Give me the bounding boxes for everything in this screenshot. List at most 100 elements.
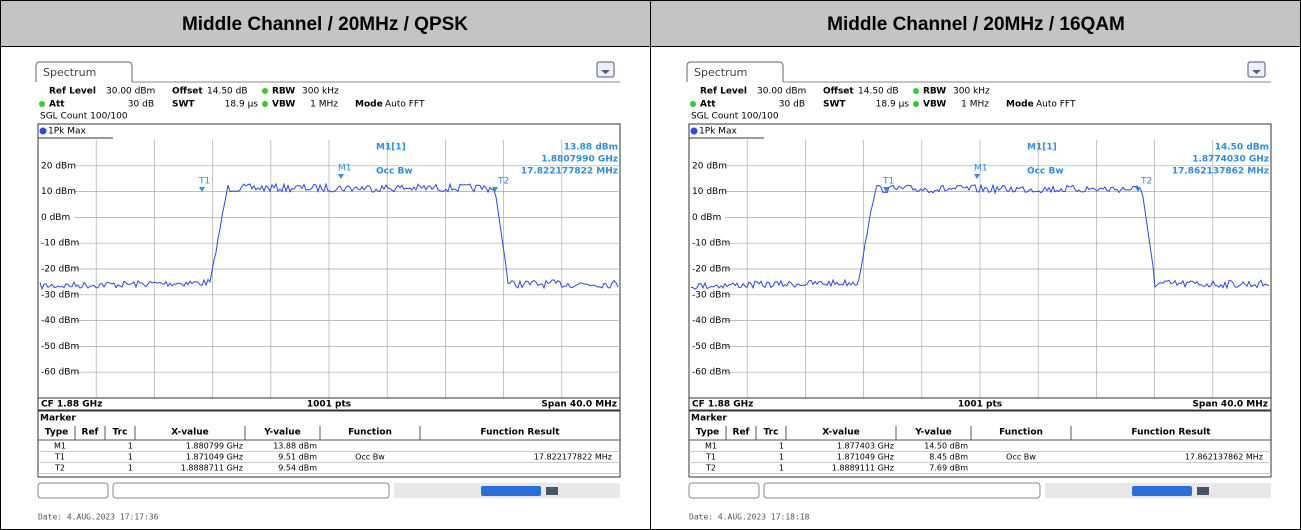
tab-label: Spectrum <box>43 66 96 79</box>
marker-label: T1 <box>882 177 894 187</box>
status-box <box>37 482 109 499</box>
column-header: Y-value <box>263 428 300 438</box>
tab <box>686 61 784 82</box>
readout-freq: 1.8807990 GHz <box>541 155 618 165</box>
y-label: 0 dBm <box>692 213 721 223</box>
y-label: -50 dBm <box>41 342 79 352</box>
menu-icon <box>1247 61 1266 78</box>
setting-label: Ref Level <box>700 87 747 97</box>
cell: 13.88 dBm <box>273 442 317 451</box>
y-label: -20 dBm <box>41 265 79 275</box>
cell: Occ Bw <box>1006 453 1036 462</box>
column-header: X-value <box>171 428 208 438</box>
setting-value: 30 dB <box>128 100 154 110</box>
cell: 17.822177822 MHz <box>534 453 612 462</box>
marker-table <box>688 410 1272 478</box>
marker-table <box>37 410 621 478</box>
tab <box>35 61 133 82</box>
setting-label: Att <box>700 100 716 110</box>
cell: 1 <box>779 453 784 462</box>
marker-title: Marker <box>691 414 727 424</box>
cell: 1.871049 GHz <box>837 453 894 462</box>
y-label: -40 dBm <box>41 316 79 326</box>
cell: T2 <box>54 464 65 473</box>
setting-label: Offset <box>823 87 854 97</box>
trace-dot <box>39 127 47 135</box>
readout-occ: 17.862137862 MHz <box>1172 167 1269 177</box>
setting-value: Auto FFT <box>1036 100 1076 110</box>
marker-label: T2 <box>497 177 509 187</box>
cell: T1 <box>705 453 716 462</box>
setting-label: Mode <box>355 100 383 110</box>
status-icon <box>1197 487 1209 495</box>
trace-line <box>39 182 619 291</box>
setting-value: 18.9 µs <box>876 100 910 110</box>
setting-label: Att <box>49 100 65 110</box>
cell: 9.51 dBm <box>278 453 317 462</box>
column-header: Ref <box>733 428 750 438</box>
cell: 1 <box>779 464 784 473</box>
plot-footer: CF 1.88 GHz <box>692 400 753 410</box>
y-label: -40 dBm <box>692 316 730 326</box>
cell: 1.8889111 GHz <box>832 464 894 473</box>
column-header: Type <box>45 428 68 438</box>
setting-value: 1 MHz <box>310 100 338 110</box>
marker-triangle <box>199 187 205 192</box>
plot-footer: 1001 pts <box>958 400 1002 410</box>
y-label: -10 dBm <box>41 239 79 249</box>
column-header: Function <box>999 428 1043 438</box>
setting-value: SGL Count 100/100 <box>691 112 779 122</box>
setting-value: 30.00 dBm <box>106 87 155 97</box>
setting-value: Auto FFT <box>385 100 425 110</box>
y-label: 0 dBm <box>41 213 70 223</box>
setting-value: 14.50 dB <box>207 87 248 97</box>
setting-label: Ref Level <box>49 87 96 97</box>
setting-label: SWT <box>172 100 195 110</box>
readout-occ-label: Occ Bw <box>376 167 413 177</box>
cell: 1 <box>128 464 133 473</box>
column-header: Ref <box>82 428 99 438</box>
column-header: Function Result <box>480 428 560 438</box>
status-dot <box>262 88 268 94</box>
plot-footer: Span 40.0 MHz <box>1192 400 1268 410</box>
column-header: Type <box>696 428 719 438</box>
setting-value: 18.9 µs <box>225 100 259 110</box>
column-header: Y-value <box>914 428 951 438</box>
menu-icon <box>596 61 615 78</box>
setting-label: VBW <box>272 100 295 110</box>
date: Date: 4.AUG.2023 17:18:18 <box>689 513 810 522</box>
marker-label: M1 <box>974 164 988 174</box>
cell: 1.871049 GHz <box>186 453 243 462</box>
trace-dot <box>690 127 698 135</box>
plot-footer: 1001 pts <box>307 400 351 410</box>
plot-footer: Span 40.0 MHz <box>541 400 617 410</box>
status-box <box>688 482 760 499</box>
setting-label: Mode <box>1006 100 1034 110</box>
y-label: 20 dBm <box>41 161 76 171</box>
setting-value: 300 kHz <box>302 87 339 97</box>
setting-value: 300 kHz <box>953 87 990 97</box>
setting-value: 30 dB <box>779 100 805 110</box>
column-header: Trc <box>113 428 128 438</box>
readout-name: M1[1] <box>376 143 406 153</box>
cell: 8.45 dBm <box>929 453 968 462</box>
column-header: X-value <box>822 428 859 438</box>
cell: 1 <box>128 442 133 451</box>
marker-label: T2 <box>1140 177 1152 187</box>
marker-label: T1 <box>198 177 210 187</box>
setting-value: 30.00 dBm <box>757 87 806 97</box>
progress-bar <box>481 486 541 496</box>
cell: T1 <box>54 453 65 462</box>
readout-level: 13.88 dBm <box>564 143 618 153</box>
setting-label: RBW <box>923 87 946 97</box>
y-label: 10 dBm <box>692 187 727 197</box>
marker-title: Marker <box>40 414 76 424</box>
cell: 1.8888711 GHz <box>181 464 243 473</box>
setting-value: 14.50 dB <box>858 87 899 97</box>
cell: T2 <box>705 464 716 473</box>
column-title: Middle Channel / 20MHz / QPSK <box>182 14 468 35</box>
y-label: -10 dBm <box>692 239 730 249</box>
status-dot <box>262 101 268 107</box>
marker-label: M1 <box>338 164 352 174</box>
